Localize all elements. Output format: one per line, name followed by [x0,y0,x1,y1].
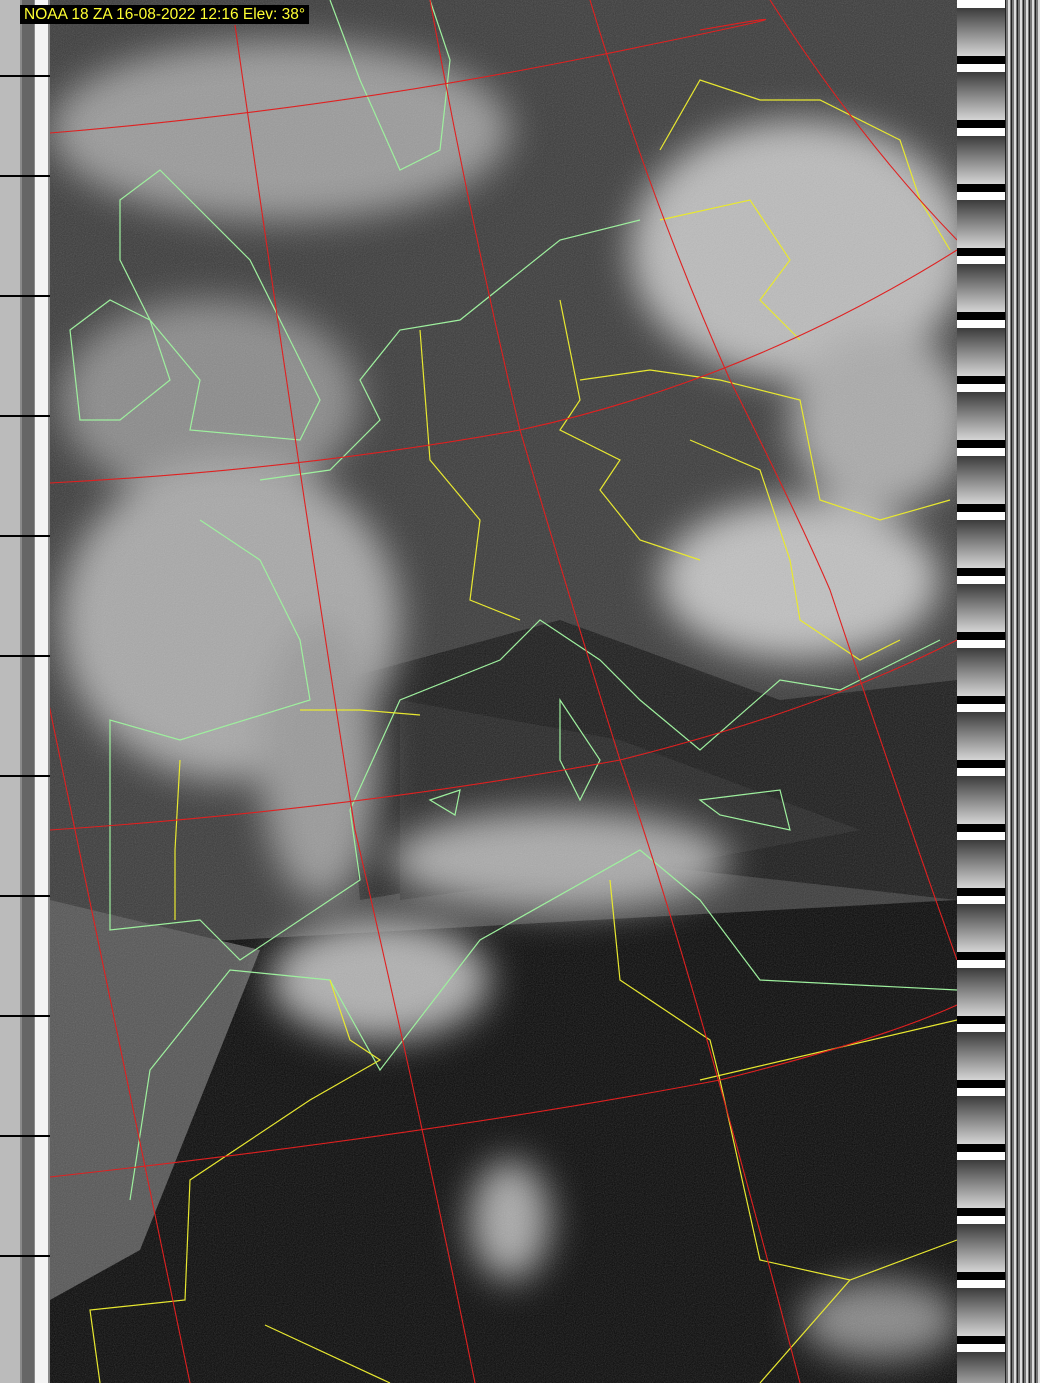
right-telemetry-strip [957,0,1040,1383]
image-noise [50,0,957,1383]
graticule [47,0,958,1383]
pass-info-caption: NOAA 18 ZA 16-08-2022 12:16 Elev: 38° [20,5,310,24]
country-borders [89,79,958,1383]
coastlines [69,0,958,1201]
left-telemetry-strip [0,0,50,1383]
